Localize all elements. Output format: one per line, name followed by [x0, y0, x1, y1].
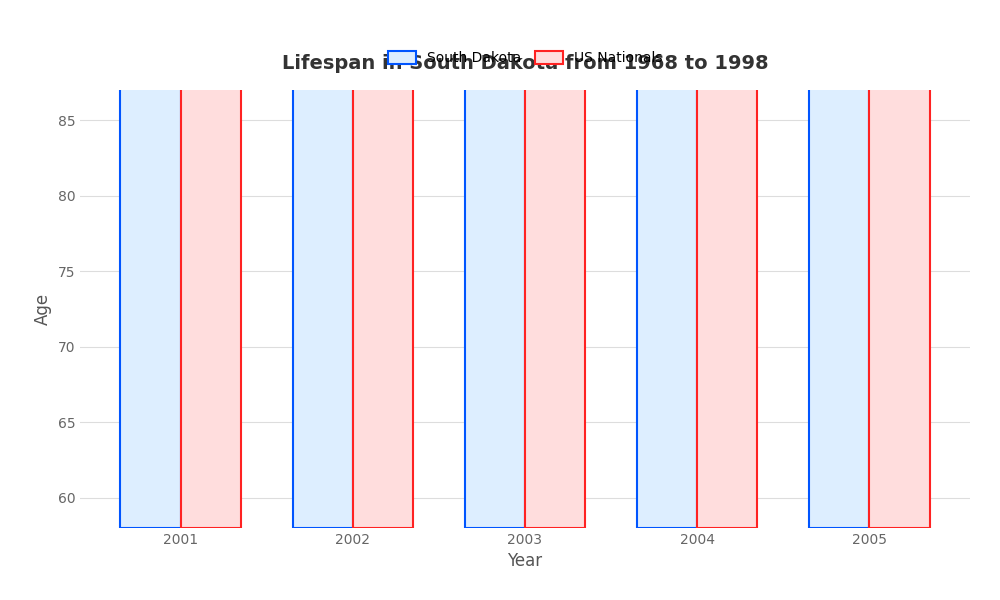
Bar	[120, 0, 181, 528]
Bar	[869, 0, 930, 528]
Bar	[525, 0, 585, 528]
Bar	[465, 0, 525, 528]
Bar	[809, 0, 869, 528]
Y-axis label: Age: Age	[34, 293, 52, 325]
Bar	[353, 0, 413, 528]
Title: Lifespan in South Dakota from 1968 to 1998: Lifespan in South Dakota from 1968 to 19…	[282, 54, 768, 73]
X-axis label: Year: Year	[507, 553, 543, 571]
Bar	[637, 0, 697, 528]
Bar	[697, 0, 757, 528]
Bar	[293, 0, 353, 528]
Bar	[181, 0, 241, 528]
Legend: South Dakota, US Nationals: South Dakota, US Nationals	[381, 44, 669, 72]
